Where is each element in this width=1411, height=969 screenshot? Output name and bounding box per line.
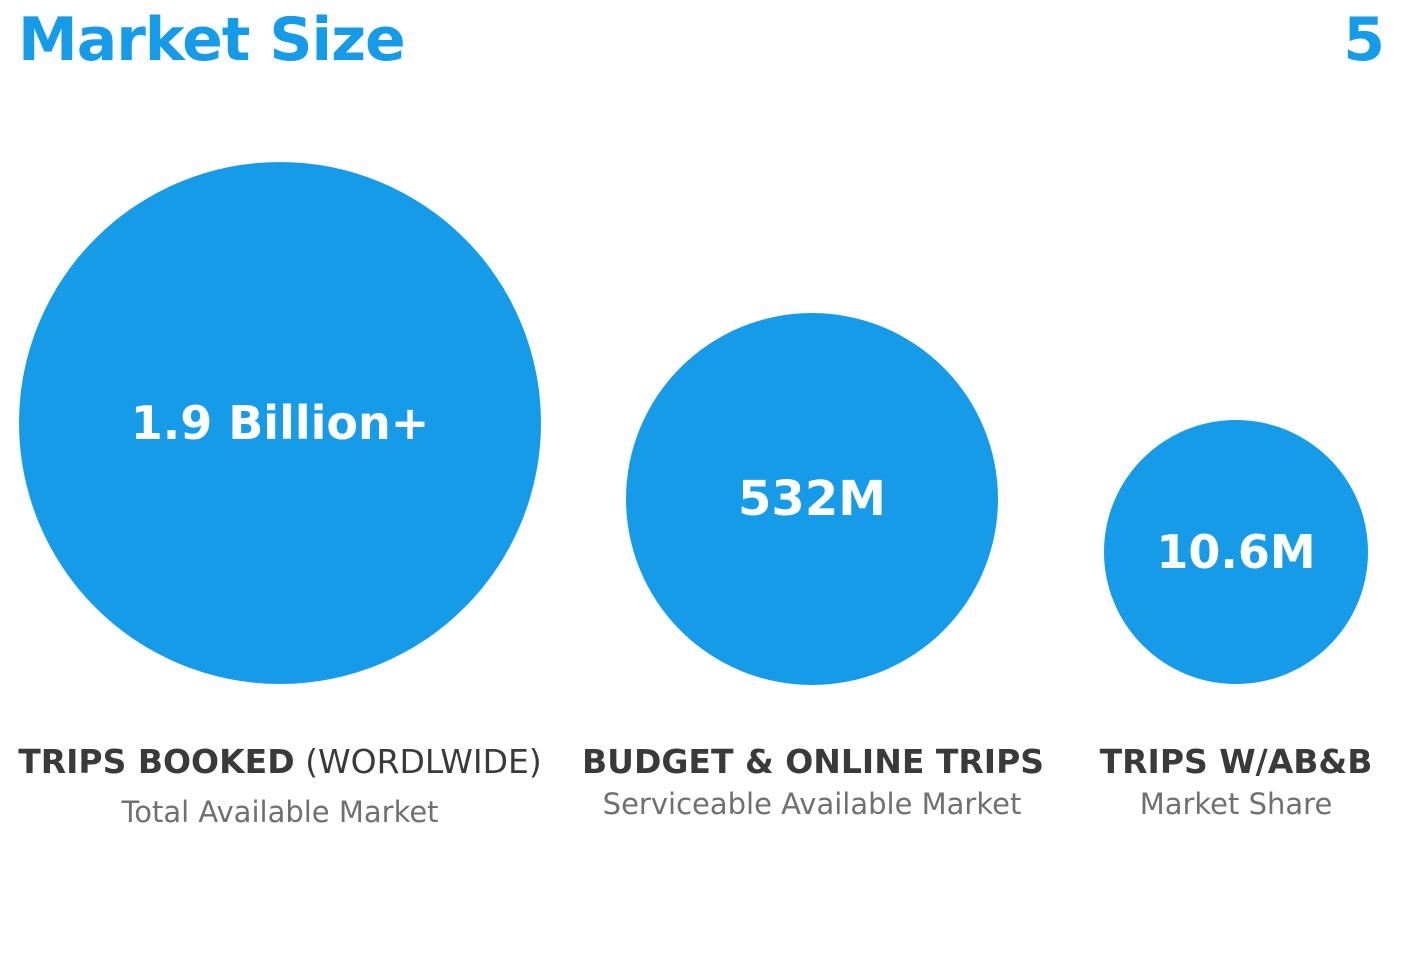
sam-label-group: BUDGET & ONLINE TRIPS Serviceable Availa… [582, 740, 1045, 824]
slide-title: Market Size [18, 5, 406, 75]
market-circle-share: 10.6M [1104, 420, 1368, 684]
tam-label-group: TRIPS BOOKED (WORDLWIDE) Total Available… [10, 740, 550, 832]
tam-label: TRIPS BOOKED (WORDLWIDE) [10, 740, 550, 784]
sam-sublabel: Serviceable Available Market [602, 787, 1022, 821]
market-circle-tam: 1.9 Billion+ [19, 162, 541, 684]
share-sublabel: Market Share [1139, 787, 1333, 821]
share-value: 10.6M [1156, 525, 1316, 579]
tam-label-light: (WORDLWIDE) [294, 742, 542, 781]
share-label-group: TRIPS W/AB&B Market Share [1086, 740, 1386, 824]
market-circle-sam: 532M [626, 313, 998, 685]
sam-value: 532M [738, 471, 886, 527]
share-label-bold: TRIPS W/AB&B [1099, 742, 1373, 781]
tam-label-bold: TRIPS BOOKED [18, 742, 295, 781]
share-label: TRIPS W/AB&B [1086, 740, 1386, 784]
sam-label-bold: BUDGET & ONLINE TRIPS [582, 742, 1045, 781]
slide-number: 5 [1343, 5, 1385, 75]
tam-value: 1.9 Billion+ [130, 396, 430, 450]
tam-sublabel: Total Available Market [121, 795, 439, 829]
sam-label: BUDGET & ONLINE TRIPS [582, 740, 1045, 784]
